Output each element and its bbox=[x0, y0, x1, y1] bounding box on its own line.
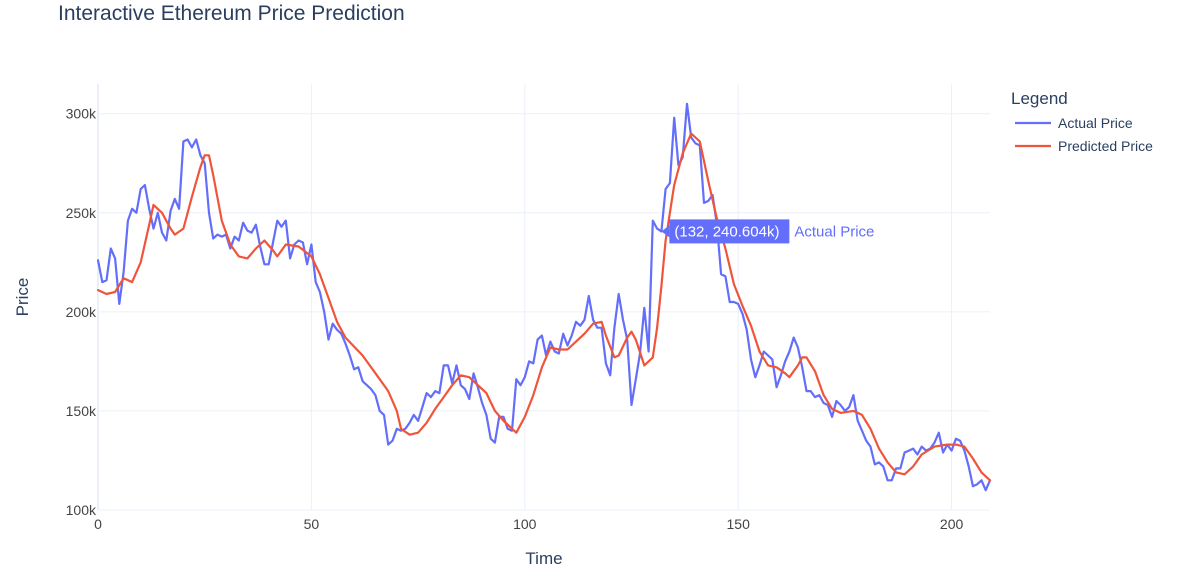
legend-label: Actual Price bbox=[1058, 115, 1133, 131]
y-axis-title: Price bbox=[13, 278, 32, 317]
grid bbox=[97, 84, 990, 511]
tooltip-box bbox=[669, 219, 790, 244]
tooltip-value: (132, 240.604k) bbox=[674, 223, 779, 240]
x-tick-label: 200 bbox=[940, 516, 964, 532]
chart-title: Interactive Ethereum Price Prediction bbox=[58, 2, 405, 25]
series-line-actual-price[interactable] bbox=[96, 102, 992, 492]
y-axis-ticks: 100k 150k 200k 250k 300k bbox=[66, 106, 97, 518]
series-line-predicted-price[interactable] bbox=[96, 132, 992, 482]
x-axis-ticks: 0 50 100 150 200 bbox=[94, 516, 963, 532]
legend-item-predicted-price[interactable]: Predicted Price bbox=[1015, 138, 1153, 154]
x-tick-label: 100 bbox=[513, 516, 537, 532]
y-tick-label: 250k bbox=[66, 205, 97, 221]
plot-area[interactable] bbox=[96, 102, 992, 492]
legend-label: Predicted Price bbox=[1058, 138, 1153, 154]
y-tick-label: 150k bbox=[66, 403, 97, 419]
tooltip-pointer bbox=[661, 225, 670, 238]
x-tick-label: 50 bbox=[304, 516, 320, 532]
legend-title: Legend bbox=[1011, 89, 1068, 108]
tooltip-series-label: Actual Price bbox=[794, 223, 874, 240]
hover-tooltip: (132, 240.604k) Actual Price bbox=[661, 219, 874, 244]
legend[interactable]: Legend Actual Price Predicted Price bbox=[1011, 89, 1153, 154]
x-tick-label: 0 bbox=[94, 516, 102, 532]
y-tick-label: 300k bbox=[66, 106, 97, 122]
x-tick-label: 150 bbox=[727, 516, 751, 532]
legend-item-actual-price[interactable]: Actual Price bbox=[1015, 115, 1133, 131]
y-tick-label: 200k bbox=[66, 304, 97, 320]
x-axis-title: Time bbox=[525, 549, 562, 568]
y-tick-label: 100k bbox=[66, 502, 97, 518]
